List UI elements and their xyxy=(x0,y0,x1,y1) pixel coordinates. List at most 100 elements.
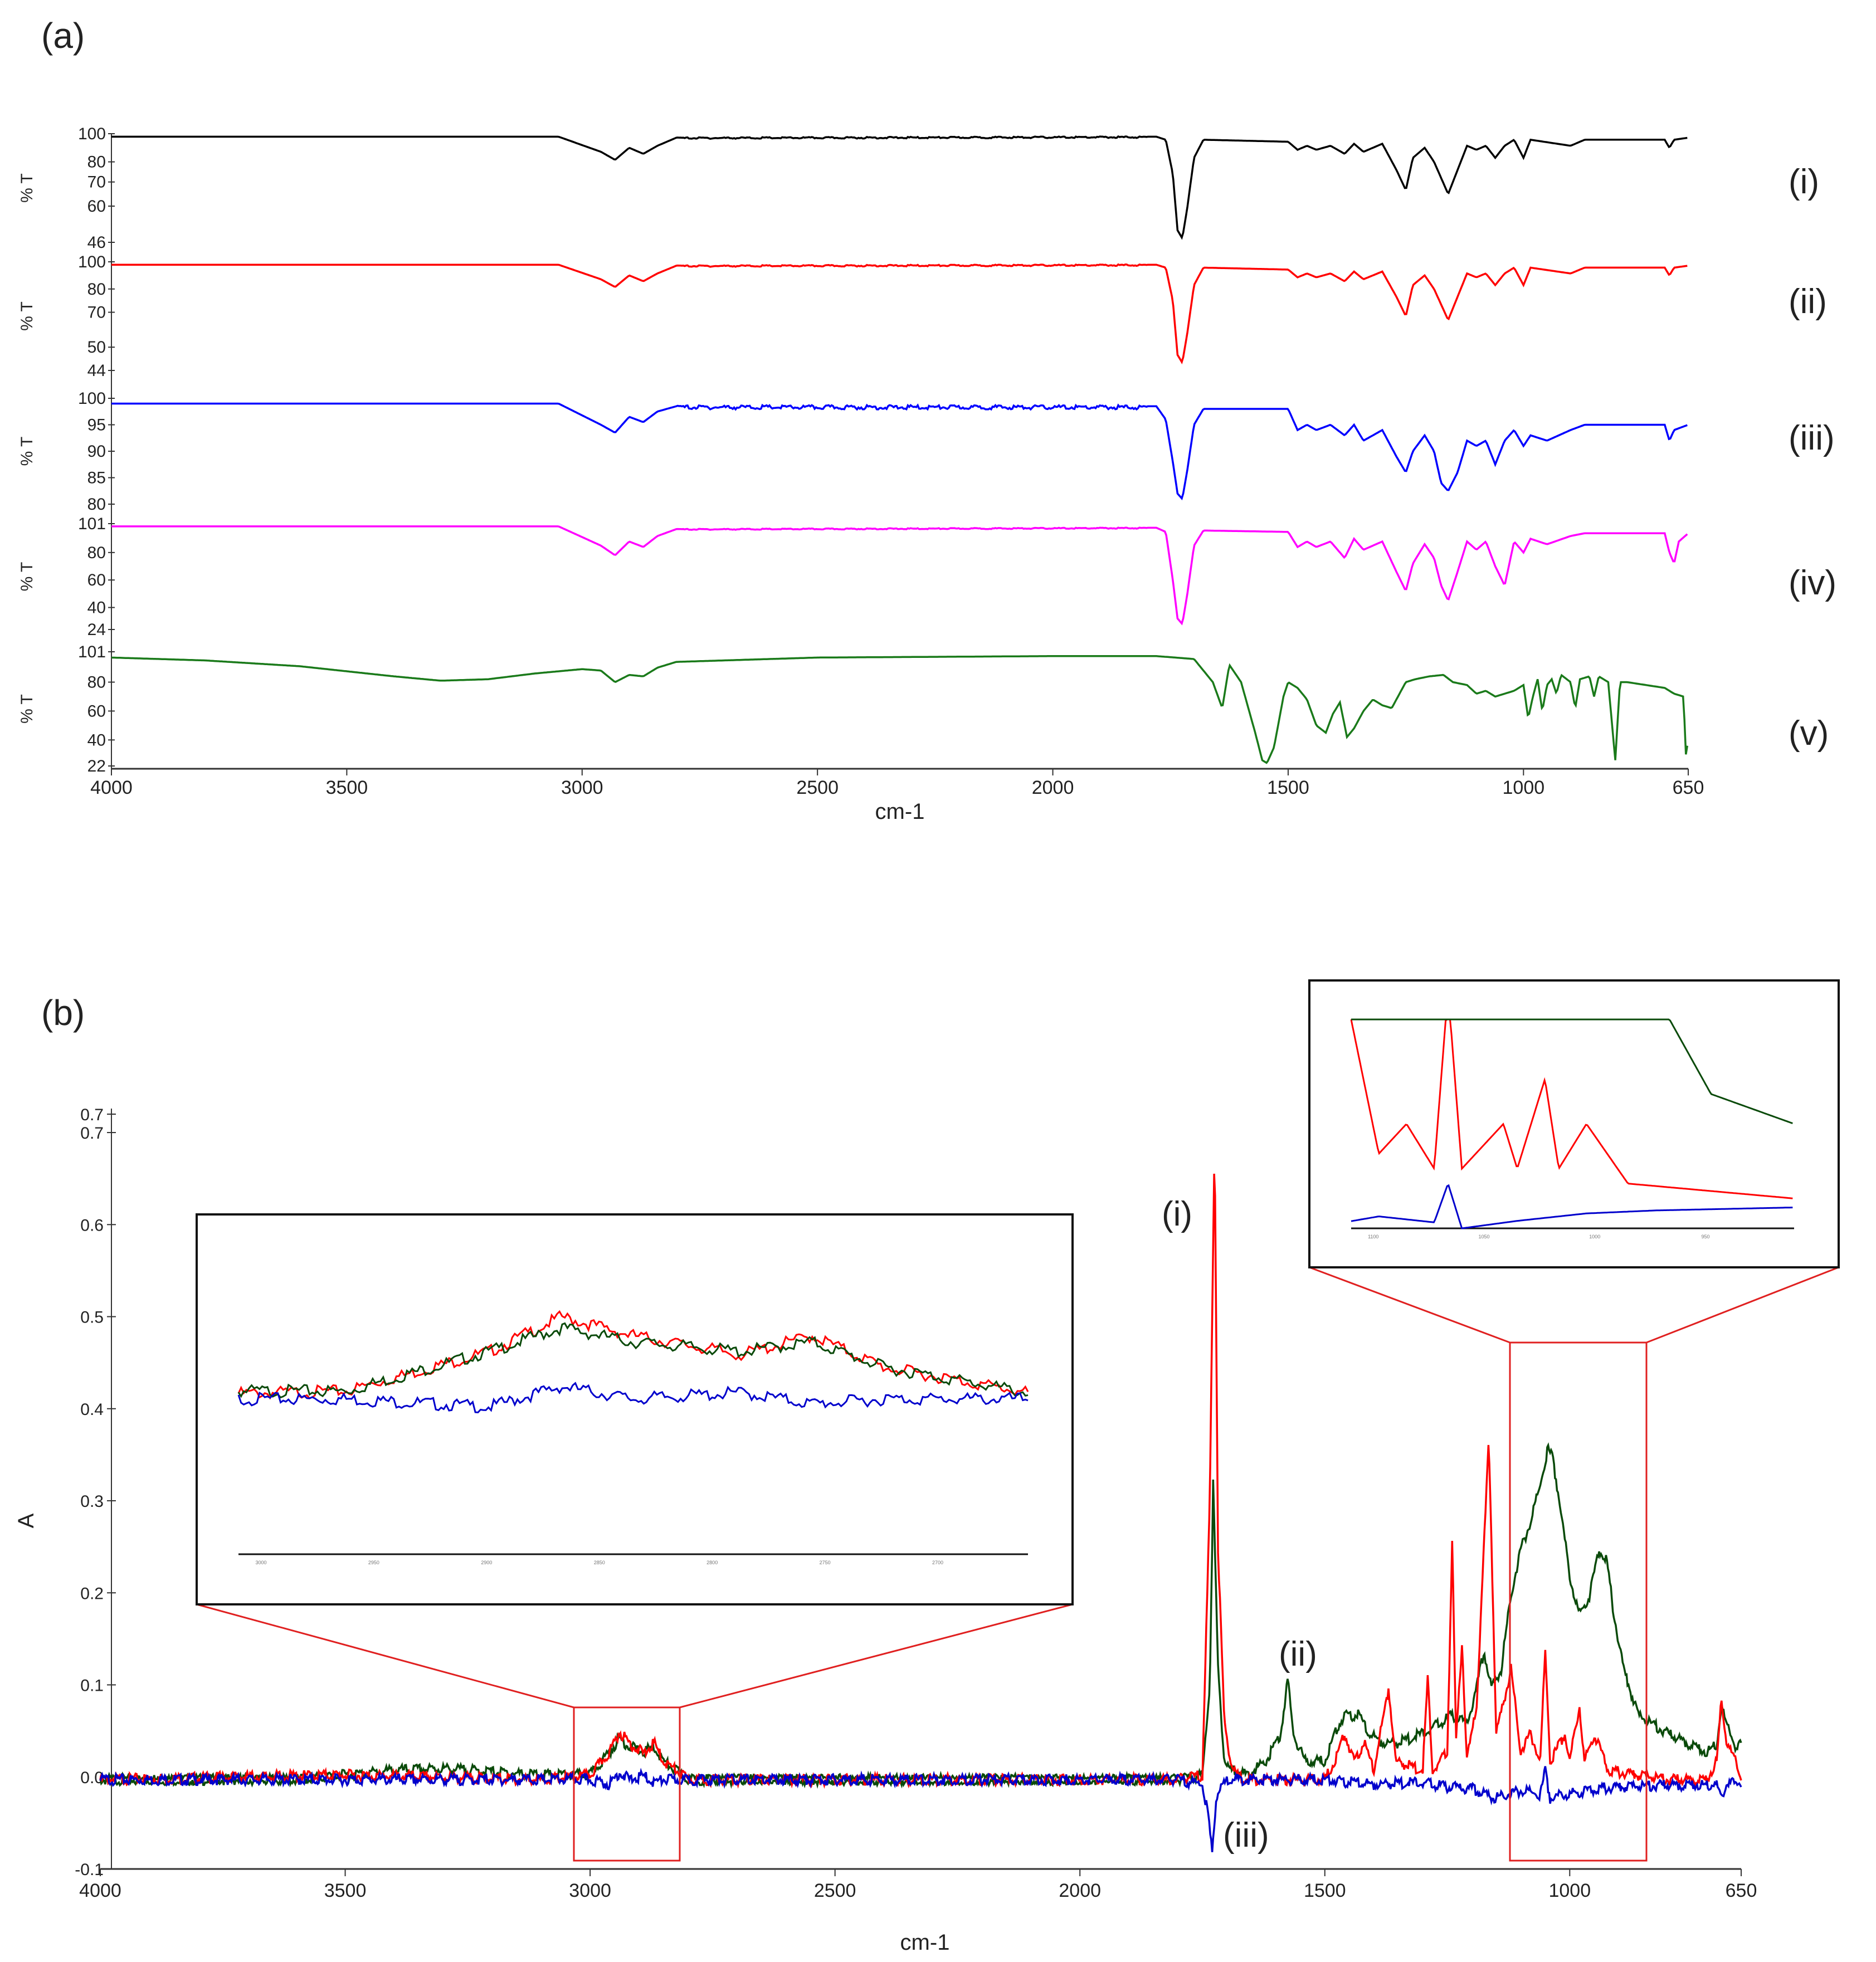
inset-trace-2 xyxy=(237,1322,1029,1399)
panel-a-y-tick-label: 100 xyxy=(78,125,106,143)
panel-a-y-tick-label: 100 xyxy=(78,253,106,271)
panel-a-y-tick-label: 80 xyxy=(87,280,106,299)
panel-a-y-tick-label: 60 xyxy=(87,702,106,720)
inset-frame xyxy=(196,1213,1074,1605)
panel-a-series-4: 101 80 60 40 24 % T (iv) xyxy=(18,515,1836,639)
panel-a-y-label: % T xyxy=(18,437,36,466)
panel-a-y-tick-label: 50 xyxy=(87,338,106,357)
panel-b-x-tick-label: 1500 xyxy=(1304,1880,1346,1901)
inset-trace-3 xyxy=(1351,1184,1793,1229)
inset-ch-stretch: 3000 2950 2900 2850 2800 2750 2700 xyxy=(196,1213,1074,1862)
panel-a-trace-label: (iii) xyxy=(1789,419,1835,457)
panel-a-series-2: 100 80 70 50 44 % T (ii) xyxy=(18,253,1827,380)
panel-a-y-tick-label: 90 xyxy=(87,442,106,461)
panel-a-y-tick-label: 40 xyxy=(87,731,106,749)
panel-b-x-tick-label: 4000 xyxy=(79,1880,121,1901)
inset-tick-label: 2900 xyxy=(481,1560,492,1565)
panel-b-y-tick-label: 0.7 xyxy=(80,1124,104,1143)
panel-a-y-tick-label: 80 xyxy=(87,673,106,691)
inset-tick-label: 2850 xyxy=(594,1560,605,1565)
panel-a-x-tick-label: 3500 xyxy=(326,777,368,798)
panel-b-x-tick-label: 2000 xyxy=(1059,1880,1101,1901)
panel-a-y-label: % T xyxy=(18,562,36,592)
panel-b-x-tick-label: 650 xyxy=(1726,1880,1757,1901)
panel-b-x-ticks: 4000 3500 3000 2500 2000 1500 1000 650 xyxy=(79,1869,1757,1901)
panel-a-x-tick-label: 1000 xyxy=(1503,777,1545,798)
panel-b-trace-label-ii: (ii) xyxy=(1279,1635,1317,1673)
inset-trace-2 xyxy=(1351,1018,1793,1124)
panel-b-y-tick-label: 0.5 xyxy=(80,1309,104,1327)
panel-a-y-label: % T xyxy=(18,694,36,724)
panel-a-trace-label: (iv) xyxy=(1789,564,1836,602)
panel-a-x-tick-label: 650 xyxy=(1673,777,1704,798)
panel-a-y-tick-label: 70 xyxy=(87,173,106,192)
panel-b-y-ticks: 0.70.70.60.50.40.30.20.10.0-0.1 xyxy=(75,1106,116,1879)
panel-a-trace-label: (v) xyxy=(1789,714,1829,753)
panel-a-trace-4 xyxy=(111,525,1688,626)
inset-tick-label: 1000 xyxy=(1589,1234,1600,1239)
panel-b-traces xyxy=(99,1173,1742,1852)
panel-b-trace-2 xyxy=(99,1442,1742,1789)
panel-a-y-tick-label: 40 xyxy=(87,599,106,617)
panel-b-y-tick-label: 0.6 xyxy=(80,1216,104,1234)
panel-b-y-tick-label: 0.3 xyxy=(80,1492,104,1511)
panel-a-x-tick-label: 2000 xyxy=(1032,777,1074,798)
panel-b-y-label: A xyxy=(14,1513,38,1528)
panel-a-y-tick-label: 44 xyxy=(87,362,106,380)
inset-tick-label: 3000 xyxy=(255,1560,266,1565)
panel-a-trace-2 xyxy=(111,263,1688,364)
panel-a-x-ticks: 4000 3500 3000 2500 2000 1500 1000 650 xyxy=(90,769,1704,798)
zoom-connector xyxy=(1309,1266,1510,1344)
panel-b-y-tick-label: 0.7 xyxy=(80,1106,104,1124)
inset-frame xyxy=(1308,979,1840,1268)
panel-b-chart: 0.70.70.60.50.40.30.20.10.0-0.1 4000 3500… xyxy=(14,979,1840,1955)
panel-b-y-tick-label: 0.1 xyxy=(80,1677,104,1695)
panel-a-y-tick-label: 95 xyxy=(87,416,106,435)
panel-b-trace-label-iii: (iii) xyxy=(1223,1816,1269,1854)
panel-a-trace-label: (i) xyxy=(1789,163,1819,201)
zoom-connector xyxy=(1646,1266,1839,1344)
inset-tick-label: 2950 xyxy=(368,1560,379,1565)
panel-a-label: (a) xyxy=(41,16,85,56)
panel-a-x-tick-label: 3000 xyxy=(561,777,603,798)
panel-b-y-tick-label: -0.1 xyxy=(75,1861,104,1879)
panel-a-y-tick-label: 100 xyxy=(78,389,106,408)
panel-a-y-tick-label: 101 xyxy=(78,515,106,533)
panel-a-trace-1 xyxy=(111,135,1688,240)
panel-a-y-tick-label: 101 xyxy=(78,643,106,661)
inset-tick-label: 1100 xyxy=(1368,1234,1378,1239)
panel-b-trace-label-i: (i) xyxy=(1162,1195,1192,1233)
panel-b-x-tick-label: 2500 xyxy=(814,1880,856,1901)
panel-b-x-tick-label: 1000 xyxy=(1548,1880,1591,1901)
panel-a-y-label: % T xyxy=(18,173,36,203)
inset-tick-label: 2800 xyxy=(706,1560,718,1565)
panel-b-x-tick-label: 3000 xyxy=(569,1880,611,1901)
inset-tick-label: 2750 xyxy=(820,1560,831,1565)
panel-b-x-tick-label: 3500 xyxy=(324,1880,367,1901)
zoom-connector xyxy=(196,1603,574,1709)
panel-a-y-tick-label: 60 xyxy=(87,571,106,589)
panel-a-y-tick-label: 22 xyxy=(87,757,106,775)
panel-b-label: (b) xyxy=(41,993,85,1033)
panel-a-y-tick-label: 70 xyxy=(87,304,106,322)
panel-a-y-tick-label: 60 xyxy=(87,197,106,216)
panel-b-y-tick-label: 0.4 xyxy=(80,1400,104,1419)
zoom-connector xyxy=(679,1603,1073,1709)
panel-b-trace-3 xyxy=(99,1766,1742,1852)
panel-a-x-tick-label: 4000 xyxy=(90,777,133,798)
inset-tick-label: 950 xyxy=(1701,1234,1709,1239)
inset-tick-label: 1050 xyxy=(1478,1234,1489,1239)
panel-b-x-label: cm-1 xyxy=(900,1930,950,1955)
panel-a-y-tick-label: 85 xyxy=(87,469,106,487)
panel-a-x-tick-label: 1500 xyxy=(1267,777,1309,798)
panel-a-x-tick-label: 2500 xyxy=(796,777,839,798)
panel-a-y-tick-label: 80 xyxy=(87,544,106,562)
panel-a-y-tick-label: 80 xyxy=(87,153,106,172)
zoom-region-box xyxy=(1509,1341,1648,1862)
panel-a-trace-label: (ii) xyxy=(1789,282,1827,321)
panel-b-y-tick-label: 0.2 xyxy=(80,1584,104,1603)
